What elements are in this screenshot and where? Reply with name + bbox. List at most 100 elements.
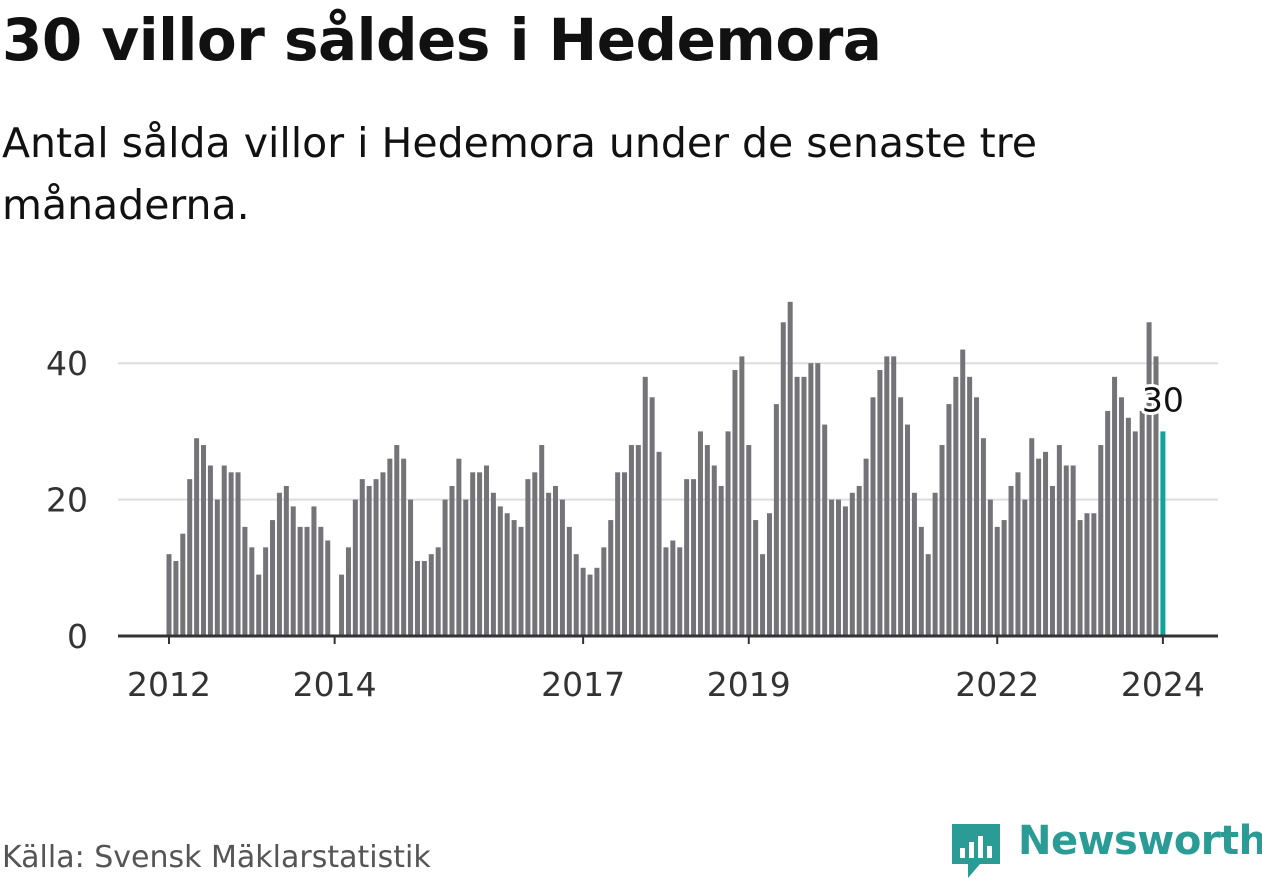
bar — [1132, 431, 1138, 636]
bar — [601, 547, 607, 636]
bar — [380, 472, 386, 636]
bar — [318, 526, 324, 636]
bar — [891, 356, 897, 636]
bar-chart: 0 20 40 2012 2014 2017 2019 2022 2024 30 — [46, 301, 1218, 704]
bar — [228, 472, 234, 636]
bar — [594, 567, 600, 636]
bar — [1077, 520, 1083, 636]
bar — [428, 554, 434, 636]
bar — [408, 499, 414, 636]
bar — [1112, 376, 1118, 636]
bar — [1105, 410, 1111, 636]
bar — [573, 554, 579, 636]
chart-subtitle: Antal sålda villor i Hedemora under de s… — [2, 119, 1037, 229]
bar — [201, 445, 207, 636]
x-tick-label: 2022 — [955, 665, 1039, 704]
bar — [518, 526, 524, 636]
bar — [373, 479, 379, 636]
bar — [290, 506, 296, 636]
bar — [842, 506, 848, 636]
bar — [559, 499, 565, 636]
bar — [1043, 451, 1049, 636]
bar — [628, 445, 634, 636]
bar — [822, 424, 828, 636]
bar — [387, 458, 393, 636]
x-tick-label: 2019 — [707, 665, 791, 704]
bar — [207, 465, 213, 636]
bar — [953, 376, 959, 636]
bar — [1098, 445, 1104, 636]
bar — [325, 540, 331, 636]
bar — [345, 547, 351, 636]
bar — [974, 397, 980, 636]
x-tick-label: 2017 — [541, 665, 625, 704]
bar — [414, 560, 420, 636]
bar — [670, 540, 676, 636]
bar — [753, 520, 759, 636]
bar — [856, 485, 862, 636]
bar — [863, 458, 869, 636]
bar — [297, 526, 303, 636]
bar — [249, 547, 255, 636]
bar — [221, 465, 227, 636]
bar — [421, 560, 427, 636]
x-tick-label: 2012 — [127, 665, 211, 704]
bar — [898, 397, 904, 636]
bar — [725, 431, 731, 636]
bar — [1070, 465, 1076, 636]
bar — [235, 472, 241, 636]
bar — [490, 492, 496, 636]
bar — [173, 560, 179, 636]
bar — [366, 485, 372, 636]
bar — [766, 513, 772, 636]
bar — [960, 349, 966, 636]
bar — [352, 499, 358, 636]
bar — [1146, 322, 1152, 636]
bar — [649, 397, 655, 636]
bar — [1056, 445, 1062, 636]
bar — [470, 472, 476, 636]
bar — [532, 472, 538, 636]
bar — [1036, 458, 1042, 636]
bar — [987, 499, 993, 636]
bar — [718, 485, 724, 636]
bar — [339, 574, 345, 636]
bar — [704, 445, 710, 636]
bar — [642, 376, 648, 636]
bar — [739, 356, 745, 636]
bar — [835, 499, 841, 636]
bar — [1091, 513, 1097, 636]
bar — [1118, 397, 1124, 636]
newsworthy-logo-icon — [952, 824, 1000, 878]
bar — [918, 526, 924, 636]
bar — [656, 451, 662, 636]
bar — [808, 363, 814, 636]
bar — [1008, 485, 1014, 636]
bar — [608, 520, 614, 636]
bar — [1015, 472, 1021, 636]
highlight-bar — [1160, 431, 1166, 636]
bar — [780, 322, 786, 636]
bar — [566, 526, 572, 636]
x-axis-ticks: 2012 2014 2017 2019 2022 2024 — [127, 636, 1205, 704]
bar — [994, 526, 1000, 636]
bar — [684, 479, 690, 636]
newsworthy-logo[interactable]: Newsworthy — [950, 818, 1262, 878]
bar — [697, 431, 703, 636]
bar — [1139, 410, 1145, 636]
bar — [815, 363, 821, 636]
bar — [1084, 513, 1090, 636]
bar-series — [166, 301, 1166, 636]
y-axis-labels: 0 20 40 — [46, 344, 88, 656]
y-tick-label: 40 — [46, 344, 88, 383]
bar — [449, 485, 455, 636]
bar — [932, 492, 938, 636]
bar — [946, 404, 952, 636]
bar — [283, 485, 289, 636]
bar — [980, 438, 986, 636]
bar — [180, 533, 186, 636]
bar — [276, 492, 282, 636]
bar — [911, 492, 917, 636]
bar — [794, 376, 800, 636]
bar — [622, 472, 628, 636]
